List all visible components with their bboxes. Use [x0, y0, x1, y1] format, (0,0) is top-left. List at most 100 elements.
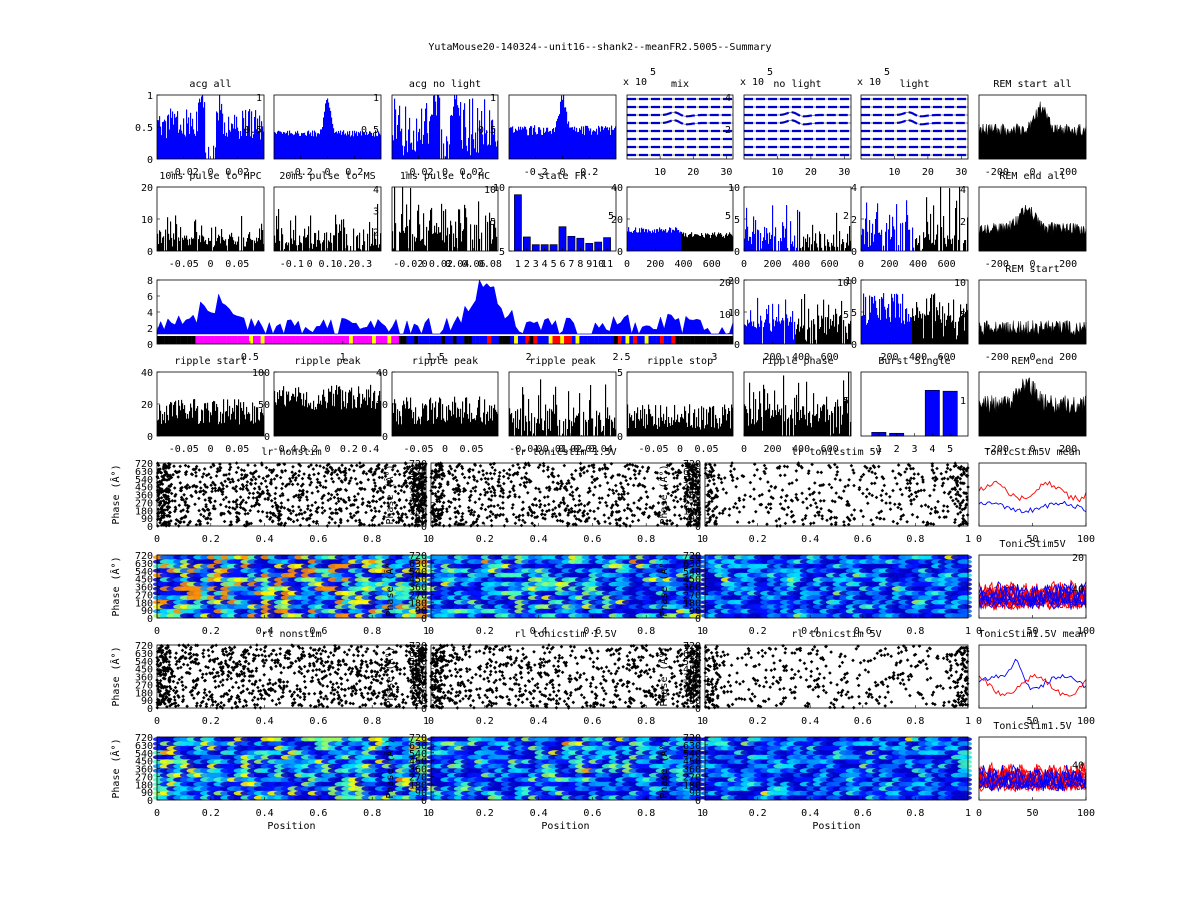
bar	[457, 407, 459, 436]
bar	[802, 406, 804, 436]
bar	[423, 134, 425, 159]
bar	[245, 109, 247, 159]
x-tick-label: 7	[568, 259, 574, 270]
bar	[343, 219, 345, 251]
bar	[749, 382, 751, 436]
bar	[567, 428, 569, 436]
bar	[335, 390, 337, 436]
x-tick-label: 0.8	[363, 626, 381, 637]
bar	[463, 417, 465, 436]
bar	[238, 399, 240, 436]
bar	[214, 401, 216, 436]
bar	[828, 304, 830, 344]
bar	[157, 233, 159, 251]
bar	[893, 226, 895, 251]
bar	[764, 226, 766, 251]
bar	[184, 405, 186, 436]
bar	[405, 408, 407, 436]
bar	[202, 95, 204, 159]
bar	[880, 319, 882, 344]
bar	[483, 144, 485, 159]
state-segment	[464, 336, 469, 344]
bar	[845, 326, 847, 344]
y-tick-label: 360	[683, 583, 701, 594]
bar	[190, 244, 192, 251]
bar	[799, 211, 801, 251]
y-tick-label: 10	[141, 215, 153, 226]
bar	[248, 234, 250, 251]
bar	[820, 233, 822, 251]
bar	[298, 387, 300, 436]
bar	[910, 317, 912, 344]
bar	[477, 107, 479, 159]
bar	[650, 413, 652, 436]
bar	[185, 238, 187, 251]
state-segment	[560, 336, 565, 344]
chart-heat-lr-tonic5: 0 0.2 0.4 0.6 0.8 1090180270360450540630720Ph…	[657, 551, 972, 637]
bar	[428, 420, 430, 436]
bar	[427, 420, 429, 436]
bar	[300, 242, 302, 251]
x-tick-label: 0	[422, 259, 428, 270]
bar	[308, 403, 310, 436]
bar	[923, 338, 925, 344]
bar	[380, 400, 382, 436]
bar	[822, 405, 824, 436]
bar	[205, 403, 207, 436]
bar	[310, 132, 312, 159]
bar	[181, 399, 183, 436]
bar	[422, 238, 424, 251]
state-segment	[160, 336, 165, 344]
bar	[817, 247, 819, 251]
bar	[769, 323, 771, 344]
bar	[481, 421, 483, 436]
bar	[891, 236, 893, 251]
bar	[823, 299, 825, 344]
bar	[863, 293, 865, 344]
bar	[425, 404, 427, 436]
spike-points	[429, 461, 702, 528]
bar	[447, 141, 449, 159]
state-segment	[652, 336, 657, 344]
bar	[671, 417, 673, 436]
bar	[730, 428, 732, 436]
bar	[775, 227, 777, 251]
line-series	[978, 480, 1087, 503]
bar	[889, 317, 891, 344]
bar	[305, 237, 307, 251]
bar	[358, 131, 360, 159]
bar	[812, 414, 814, 436]
bar	[487, 411, 489, 436]
plot-title: ripple peak	[529, 356, 595, 367]
state-segment	[410, 336, 415, 344]
bar	[958, 239, 960, 251]
bar	[259, 228, 261, 251]
bar	[524, 126, 526, 159]
bar	[661, 229, 663, 251]
y-tick-label: 5	[734, 215, 740, 226]
bar	[260, 239, 262, 251]
bar	[601, 432, 603, 436]
bar	[461, 423, 463, 436]
bar	[318, 133, 320, 159]
bar	[251, 420, 253, 436]
bar	[954, 235, 956, 251]
state-segment	[698, 336, 703, 344]
bar	[591, 418, 593, 436]
bar	[558, 115, 560, 159]
bar	[632, 420, 634, 436]
x-tick-label: 0.08	[478, 259, 502, 270]
bar	[839, 316, 841, 344]
bar	[303, 393, 305, 436]
bar	[611, 419, 613, 436]
bar	[955, 208, 957, 251]
bar	[329, 391, 331, 436]
bar	[815, 339, 817, 344]
bar	[312, 248, 314, 251]
bar	[542, 430, 544, 436]
bar	[653, 425, 655, 436]
state-segment	[629, 336, 634, 344]
bar	[530, 126, 532, 159]
